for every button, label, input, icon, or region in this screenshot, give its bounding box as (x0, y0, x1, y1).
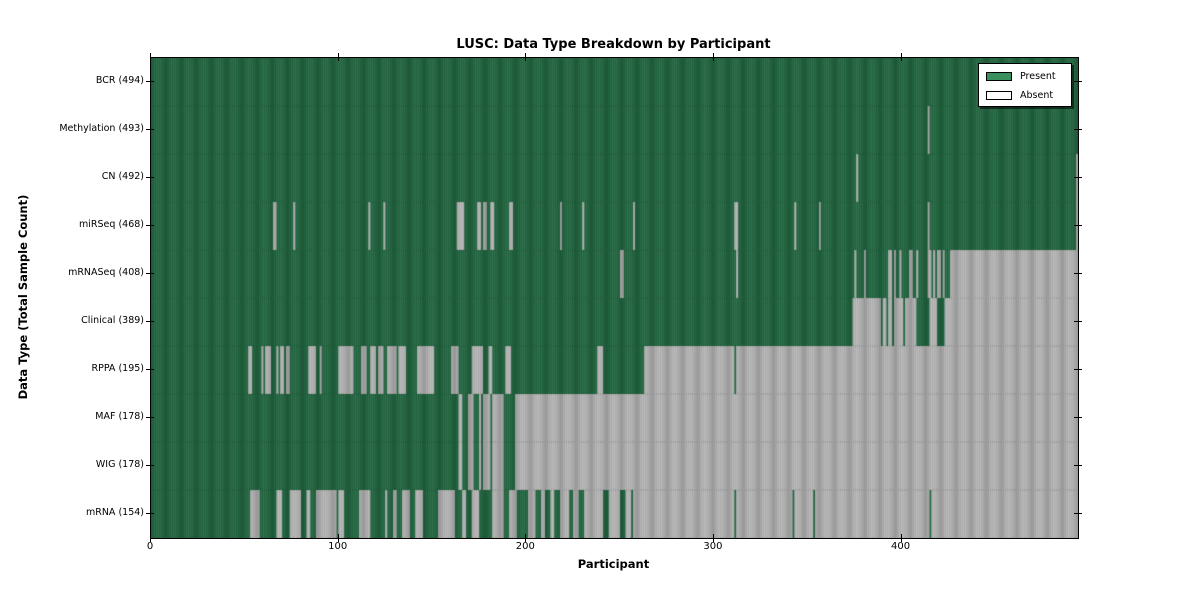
y-tick-mark (146, 129, 154, 130)
x-tick-mark (713, 534, 714, 542)
y-tick-label-mRNASeq: mRNASeq (408) (68, 267, 144, 278)
y-tick-mark-right (1074, 321, 1082, 322)
y-tick-label-BCR: BCR (494) (95, 75, 144, 86)
x-tick-mark (901, 534, 902, 542)
x-tick-mark (150, 534, 151, 542)
y-tick-mark (146, 465, 154, 466)
y-tick-mark-right (1074, 513, 1082, 514)
y-tick-mark (146, 417, 154, 418)
y-tick-mark-right (1074, 81, 1082, 82)
x-tick-mark-top (713, 53, 714, 61)
y-tick-mark (146, 225, 154, 226)
legend: Present Absent (978, 63, 1072, 107)
x-tick-mark-top (338, 53, 339, 61)
x-tick-label: 400 (891, 541, 911, 552)
y-tick-mark-right (1074, 225, 1082, 226)
y-tick-mark (146, 81, 154, 82)
y-tick-mark-right (1074, 129, 1082, 130)
heatmap-canvas (151, 58, 1078, 538)
y-tick-mark (146, 321, 154, 322)
x-tick-label: 100 (328, 541, 348, 552)
plot-area (150, 57, 1079, 539)
y-tick-label-mRNA: mRNA (154) (85, 507, 144, 518)
y-axis-label: Data Type (Total Sample Count) (16, 194, 30, 400)
x-tick-mark (338, 534, 339, 542)
y-tick-mark-right (1074, 177, 1082, 178)
legend-label: Present (1020, 70, 1056, 82)
x-tick-label: 300 (703, 541, 723, 552)
y-tick-mark (146, 513, 154, 514)
y-tick-label-miRSeq: miRSeq (468) (79, 219, 144, 230)
y-tick-mark (146, 273, 154, 274)
legend-swatch-present (986, 71, 1012, 81)
y-tick-label-Clinical: Clinical (389) (81, 315, 144, 326)
chart-title: LUSC: Data Type Breakdown by Participant (456, 37, 771, 52)
x-tick-label: 200 (515, 541, 535, 552)
legend-label: Absent (1020, 89, 1054, 101)
y-tick-mark (146, 369, 154, 370)
y-tick-mark-right (1074, 273, 1082, 274)
y-tick-mark (146, 177, 154, 178)
x-tick-mark (525, 534, 526, 542)
y-tick-mark-right (1074, 369, 1082, 370)
x-tick-label: 0 (146, 541, 154, 552)
legend-item-present: Present (986, 69, 1064, 83)
y-tick-label-RPPA: RPPA (195) (91, 363, 144, 374)
x-tick-mark-top (901, 53, 902, 61)
legend-item-absent: Absent (986, 88, 1064, 102)
y-tick-mark-right (1074, 465, 1082, 466)
x-tick-mark-top (525, 53, 526, 61)
legend-swatch-absent (986, 90, 1012, 100)
y-tick-label-CN: CN (492) (101, 171, 144, 182)
y-tick-label-WIG: WIG (178) (95, 459, 144, 470)
y-tick-label-MAF: MAF (178) (95, 411, 144, 422)
x-axis-label: Participant (577, 557, 650, 571)
y-tick-mark-right (1074, 417, 1082, 418)
x-tick-mark-top (150, 53, 151, 61)
y-tick-label-Methylation: Methylation (493) (59, 123, 144, 134)
